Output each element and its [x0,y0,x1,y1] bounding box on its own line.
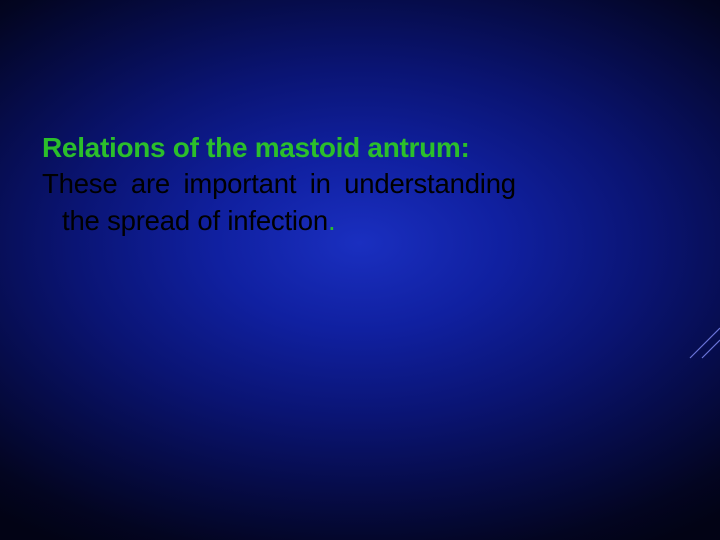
slide-title: Relations of the mastoid antrum: [42,130,678,165]
slide-body: These are important in understanding the… [42,165,678,239]
presentation-slide: Relations of the mastoid antrum: These a… [0,0,720,540]
slide-body-row-2-text: the spread of infection [62,205,328,236]
slide-text-block: Relations of the mastoid antrum: These a… [42,130,678,239]
slide-body-period: . [328,205,335,236]
slide-body-row-2: the spread of infection. [42,202,678,239]
slide-body-row-1: These are important in understanding [42,165,678,202]
corner-decoration-icon [680,320,720,360]
